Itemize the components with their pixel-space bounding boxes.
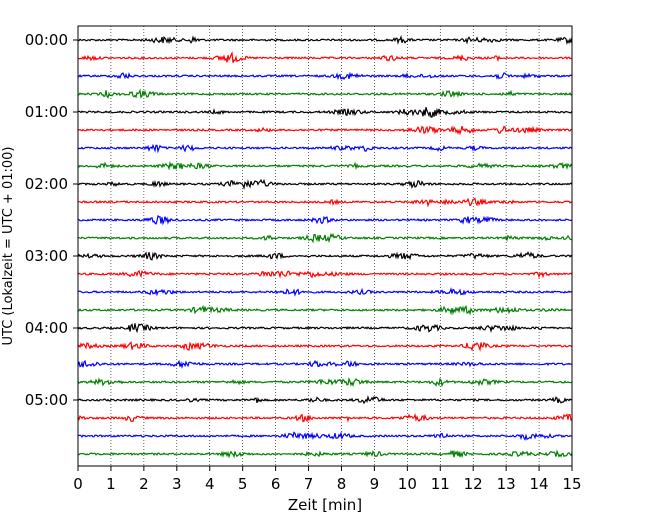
x-tick-label: 12 [464, 475, 483, 493]
y-tick-label: 03:00 [25, 247, 68, 265]
x-tick-label: 2 [139, 475, 149, 493]
trace-line [77, 178, 573, 191]
trace-line [77, 449, 573, 459]
plot-background [78, 26, 572, 466]
x-axis-ticks: 0 1 2 3 4 5 6 7 8 9 10 11 12 13 14 15 [73, 466, 582, 493]
trace-line [77, 143, 573, 154]
x-tick-label: 14 [530, 475, 549, 493]
y-tick-label: 01:00 [25, 103, 68, 121]
x-tick-label: 13 [497, 475, 516, 493]
x-tick-label: 1 [106, 475, 116, 493]
trace-line [77, 160, 573, 171]
trace-line [77, 214, 573, 226]
x-tick-label: 9 [370, 475, 380, 493]
trace-line [77, 269, 573, 279]
x-tick-label: 8 [337, 475, 347, 493]
trace-line [77, 34, 573, 46]
trace-line [77, 431, 573, 441]
trace-line [77, 341, 573, 352]
trace-line [77, 376, 573, 388]
trace-line [77, 88, 573, 99]
y-axis-ticks: 00:00 01:00 02:00 03:00 04:00 05:00 [25, 31, 78, 409]
trace-line [77, 323, 573, 334]
x-tick-label: 6 [271, 475, 281, 493]
x-tick-label: 15 [562, 475, 581, 493]
trace-line [77, 71, 573, 81]
x-axis-label: Zeit [min] [288, 496, 362, 514]
y-tick-label: 04:00 [25, 319, 68, 337]
y-axis-label: UTC (Lokalzeit = UTC + 01:00) [1, 147, 16, 346]
x-tick-label: 3 [172, 475, 182, 493]
trace-line [77, 359, 573, 370]
trace-line [77, 125, 573, 136]
trace-line [77, 251, 573, 261]
seismic-traces [77, 34, 573, 459]
x-tick-label: 0 [73, 475, 83, 493]
x-tick-label: 4 [205, 475, 215, 493]
trace-line [77, 394, 573, 405]
trace-line [77, 50, 573, 63]
x-tick-label: 5 [238, 475, 248, 493]
y-tick-label: 00:00 [25, 31, 68, 49]
x-tick-label: 7 [304, 475, 314, 493]
trace-line [77, 197, 573, 208]
trace-line [77, 287, 573, 297]
y-tick-label: 05:00 [25, 391, 68, 409]
y-tick-label: 02:00 [25, 175, 68, 193]
trace-line [77, 412, 573, 423]
x-tick-label: 11 [431, 475, 450, 493]
trace-line [77, 107, 573, 118]
x-tick-label: 10 [398, 475, 417, 493]
trace-line [77, 304, 573, 316]
vertical-gridlines [110, 26, 540, 466]
plot-frame [77, 25, 573, 467]
trace-line [77, 232, 573, 244]
